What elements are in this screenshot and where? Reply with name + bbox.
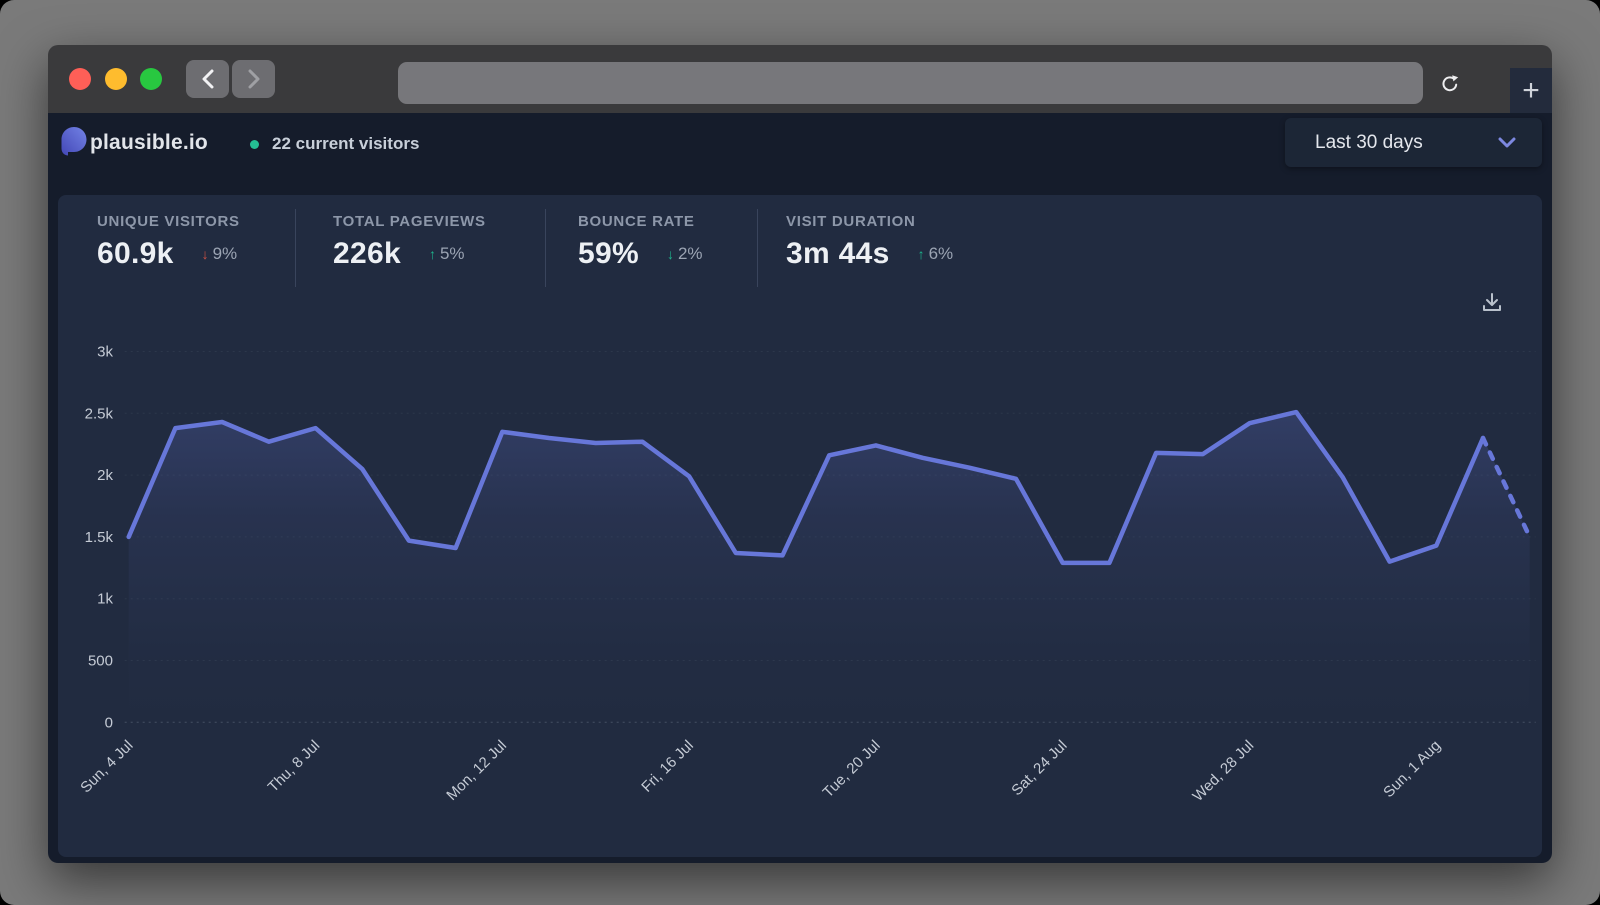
stat-delta-value: 6% xyxy=(928,244,954,263)
stat-divider xyxy=(757,209,758,287)
stat-delta: ↑ 5% xyxy=(429,244,465,264)
stat-label: BOUNCE RATE xyxy=(578,213,695,230)
site-header: plausible.io 22 current visitors Last 30… xyxy=(48,113,1552,195)
stat-value: 226k xyxy=(333,237,401,270)
date-range-label: Last 30 days xyxy=(1315,131,1423,153)
stat-label: UNIQUE VISITORS xyxy=(97,213,240,230)
svg-text:1.5k: 1.5k xyxy=(85,529,114,546)
new-tab-button[interactable]: + xyxy=(1510,68,1552,113)
stat-value: 60.9k xyxy=(97,237,174,270)
browser-back-button[interactable] xyxy=(186,60,229,98)
svg-text:0: 0 xyxy=(105,714,113,731)
download-export-icon[interactable] xyxy=(1480,291,1504,315)
stat-total-pageviews[interactable]: TOTAL PAGEVIEWS 226k ↑ 5% xyxy=(333,213,486,271)
stat-delta-value: 2% xyxy=(677,244,703,263)
stat-label: VISIT DURATION xyxy=(786,213,916,230)
current-visitors-label: 22 current visitors xyxy=(272,134,420,153)
stat-visit-duration[interactable]: VISIT DURATION 3m 44s ↑ 6% xyxy=(786,213,953,271)
refresh-icon[interactable] xyxy=(1440,74,1460,94)
svg-text:Wed, 28 Jul: Wed, 28 Jul xyxy=(1189,737,1257,805)
stat-delta-value: 9% xyxy=(212,244,238,263)
svg-text:Tue, 20 Jul: Tue, 20 Jul xyxy=(820,737,884,801)
stat-divider xyxy=(295,209,296,287)
arrow-up-icon: ↑ xyxy=(917,246,925,262)
svg-text:2k: 2k xyxy=(97,467,113,484)
arrow-down-icon: ↓ xyxy=(666,246,674,262)
visitors-line-chart: 0 500 1k 1.5k 2k 2.5k 3k Sun, 4 Jul Thu, 8 Jul Mo… xyxy=(77,344,1536,805)
stat-label: TOTAL PAGEVIEWS xyxy=(333,213,486,230)
svg-text:3k: 3k xyxy=(97,344,113,361)
stat-divider xyxy=(545,209,546,287)
address-bar-input[interactable] xyxy=(398,62,1423,104)
stat-value: 3m 44s xyxy=(786,237,890,270)
date-range-dropdown[interactable]: Last 30 days xyxy=(1285,118,1542,167)
stat-delta-value: 5% xyxy=(439,244,465,263)
arrow-up-icon: ↑ xyxy=(428,246,436,262)
svg-text:2.5k: 2.5k xyxy=(85,405,114,422)
chevron-right-icon xyxy=(248,69,259,89)
svg-text:Sat, 24 Jul: Sat, 24 Jul xyxy=(1008,737,1070,799)
chevron-left-icon xyxy=(202,69,213,89)
browser-toolbar: + xyxy=(48,45,1552,113)
svg-text:Sun, 1 Aug: Sun, 1 Aug xyxy=(1380,737,1444,801)
live-dot-icon xyxy=(250,139,259,149)
stat-value: 59% xyxy=(578,237,639,270)
svg-text:Mon, 12 Jul: Mon, 12 Jul xyxy=(443,737,510,804)
browser-window: + plausible.io 22 current visitors xyxy=(48,45,1552,863)
stat-bounce-rate[interactable]: BOUNCE RATE 59% ↓ 2% xyxy=(578,213,703,271)
stat-delta: ↑ 6% xyxy=(918,244,954,264)
window-close-button[interactable] xyxy=(69,68,91,90)
stat-delta: ↓ 2% xyxy=(667,244,703,264)
dashboard-panel: UNIQUE VISITORS 60.9k ↓ 9% TOTAL PAGEVIE… xyxy=(58,195,1542,857)
current-visitors[interactable]: 22 current visitors xyxy=(250,134,419,154)
window-zoom-button[interactable] xyxy=(140,68,162,90)
chevron-down-icon xyxy=(1498,137,1516,147)
stat-unique-visitors[interactable]: UNIQUE VISITORS 60.9k ↓ 9% xyxy=(97,213,240,271)
svg-text:Sun, 4 Jul: Sun, 4 Jul xyxy=(77,737,136,796)
svg-text:1k: 1k xyxy=(97,591,113,608)
browser-forward-button[interactable] xyxy=(232,60,275,98)
stat-delta: ↓ 9% xyxy=(202,244,238,264)
plausible-logo-icon[interactable] xyxy=(60,126,87,157)
svg-text:Thu, 8 Jul: Thu, 8 Jul xyxy=(265,737,324,796)
site-name: plausible.io xyxy=(90,131,208,154)
window-minimize-button[interactable] xyxy=(105,68,127,90)
svg-text:Fri, 16 Jul: Fri, 16 Jul xyxy=(638,737,697,796)
page-content: plausible.io 22 current visitors Last 30… xyxy=(48,113,1552,863)
arrow-down-icon: ↓ xyxy=(201,246,209,262)
svg-text:500: 500 xyxy=(88,653,113,670)
